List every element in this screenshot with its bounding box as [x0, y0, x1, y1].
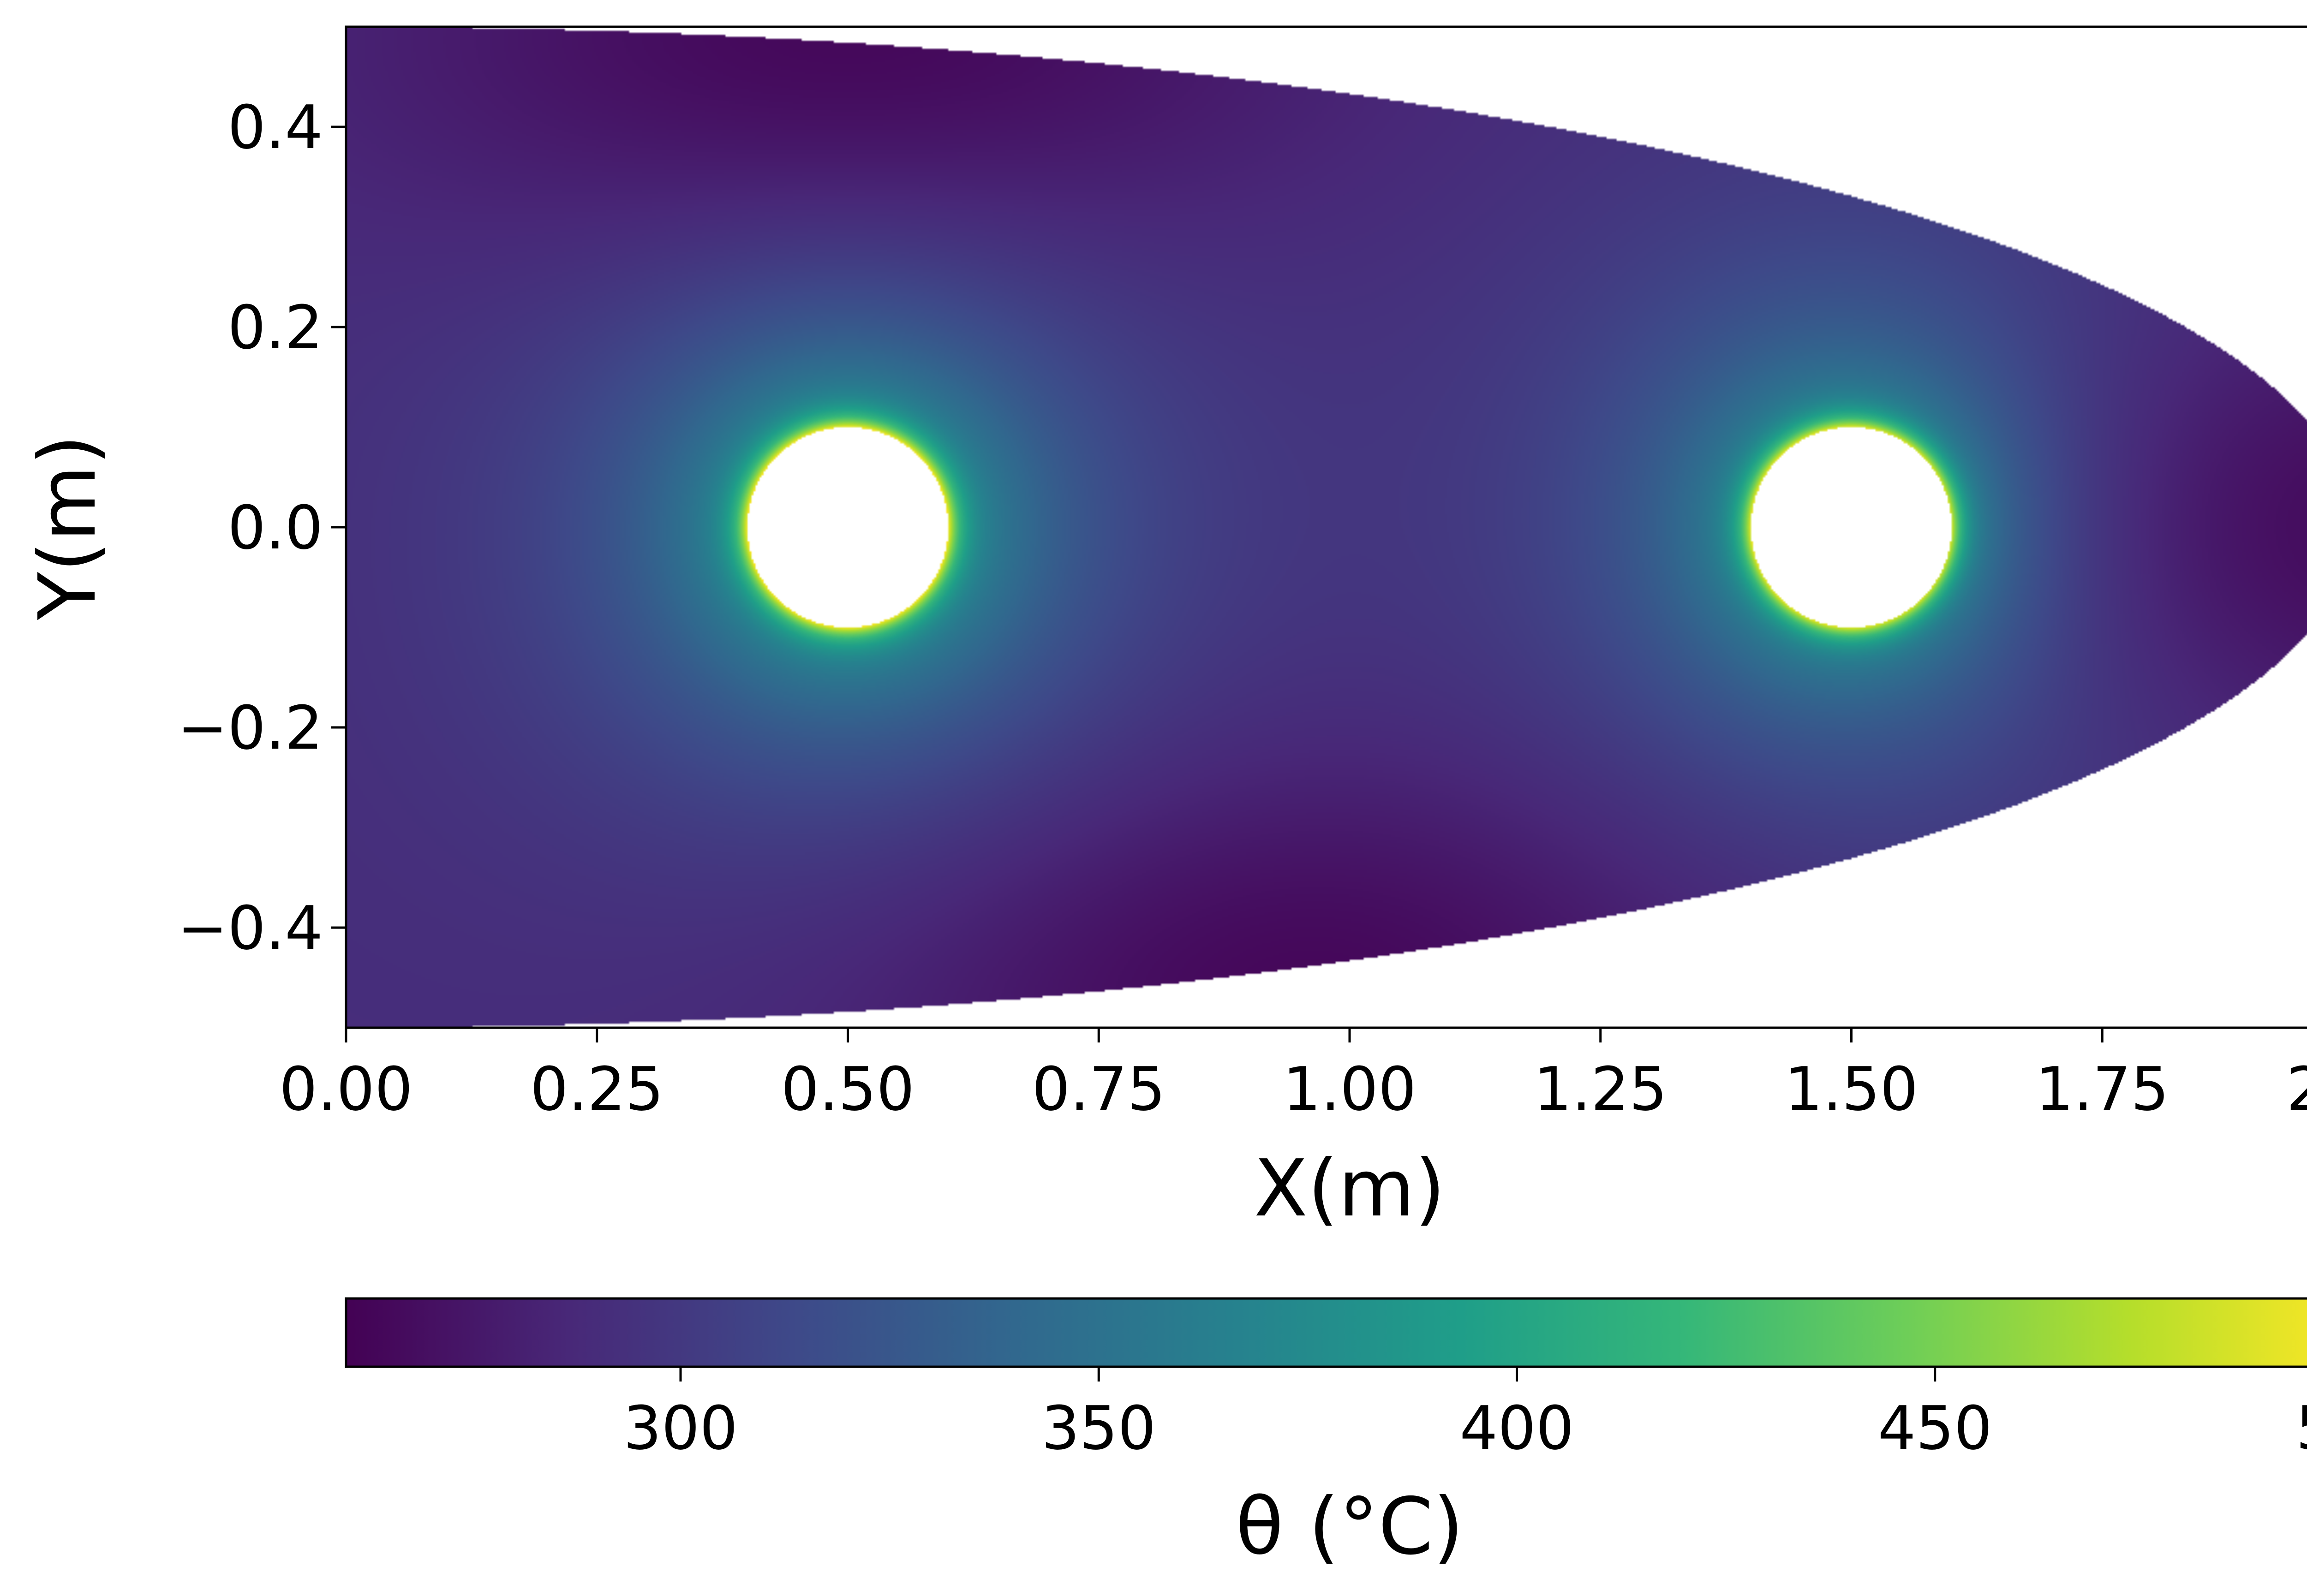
- temperature-field: [346, 27, 2307, 1028]
- colorbar-axis: 300 350 400 450 500: [623, 1367, 2307, 1463]
- x-tick-label: 1.50: [1785, 1054, 1918, 1124]
- colorbar: [346, 1298, 2307, 1367]
- colorbar-frame: [345, 1297, 2307, 1368]
- colorbar-tick-label: 350: [1041, 1393, 1156, 1463]
- colorbar-tick-label: 450: [1878, 1393, 1992, 1463]
- y-axis: −0.4 −0.2 0.0 0.2 0.4: [177, 92, 346, 963]
- x-tick-label: 1.25: [1534, 1054, 1667, 1124]
- x-tick-label: 2.00: [2286, 1054, 2307, 1124]
- y-tick-label: −0.2: [177, 693, 323, 763]
- x-tick-label: 0.50: [781, 1054, 914, 1124]
- colorbar-tick-label: 400: [1459, 1393, 1574, 1463]
- temperature-field-image: [346, 27, 2307, 1028]
- x-axis-title: X(m): [1254, 1143, 1446, 1234]
- x-tick-label: 1.00: [1283, 1054, 1416, 1124]
- y-tick-label: 0.2: [227, 292, 323, 363]
- x-tick-label: 0.75: [1032, 1054, 1165, 1124]
- x-tick-label: 1.75: [2036, 1054, 2169, 1124]
- colorbar-tick-label: 300: [623, 1393, 738, 1463]
- y-tick-label: 0.0: [227, 493, 323, 563]
- y-tick-label: −0.4: [177, 893, 323, 963]
- x-axis: 0.00 0.25 0.50 0.75 1.00 1.25 1.50 1.75 2.00: [279, 1028, 2307, 1124]
- x-tick-label: 0.00: [279, 1054, 412, 1124]
- colorbar-title: θ (°C): [1236, 1481, 1464, 1572]
- colorbar-tick-label: 500: [2296, 1393, 2307, 1463]
- y-axis-title: Y(m): [22, 435, 114, 620]
- y-tick-label: 0.4: [227, 92, 323, 162]
- x-tick-label: 0.25: [530, 1054, 663, 1124]
